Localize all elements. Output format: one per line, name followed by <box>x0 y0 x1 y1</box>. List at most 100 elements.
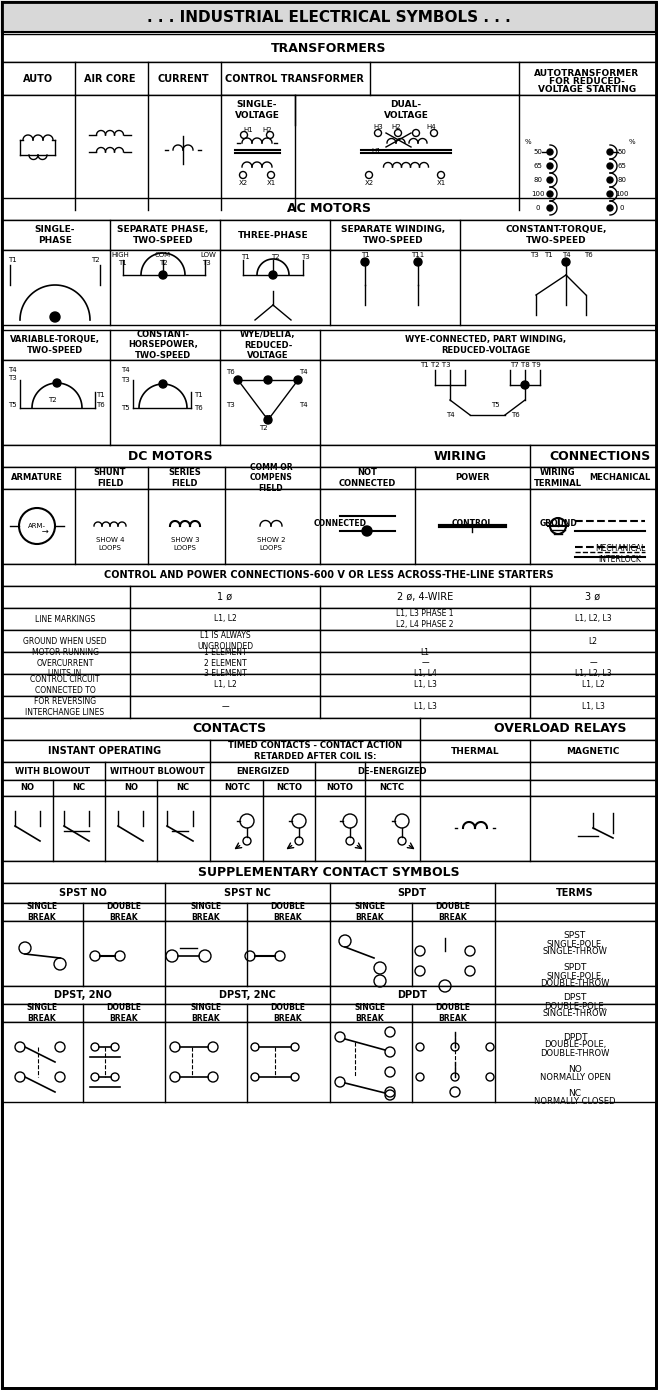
Text: 65: 65 <box>618 163 626 170</box>
Bar <box>221 95 519 125</box>
Text: 1 ø: 1 ø <box>217 592 232 602</box>
Text: T5: T5 <box>491 402 499 409</box>
Text: GROUND WHEN USED: GROUND WHEN USED <box>23 637 107 645</box>
Text: 50: 50 <box>534 149 542 156</box>
Text: —
—
L1, L2, L3: — — L1, L2, L3 <box>574 648 611 678</box>
Text: INSTANT OPERATING: INSTANT OPERATING <box>49 746 162 756</box>
Text: 2 ø, 4-WIRE: 2 ø, 4-WIRE <box>397 592 453 602</box>
Text: . . . INDUSTRIAL ELECTRICAL SYMBOLS . . .: . . . INDUSTRIAL ELECTRICAL SYMBOLS . . … <box>147 10 511 25</box>
Text: CONTROL: CONTROL <box>451 518 493 527</box>
Text: SPST NC: SPST NC <box>224 888 270 898</box>
Text: ARMATURE: ARMATURE <box>11 474 63 482</box>
Text: WITH BLOWOUT: WITH BLOWOUT <box>15 766 91 776</box>
Circle shape <box>607 204 613 211</box>
Text: NO: NO <box>568 1065 582 1073</box>
Text: SINGLE-POLE,: SINGLE-POLE, <box>546 940 604 948</box>
Text: DOUBLE-THROW: DOUBLE-THROW <box>540 1048 610 1058</box>
Bar <box>2 780 656 796</box>
Text: DOUBLE
BREAK: DOUBLE BREAK <box>436 1004 470 1023</box>
Text: VARIABLE-TORQUE,
TWO-SPEED: VARIABLE-TORQUE, TWO-SPEED <box>10 335 100 354</box>
Bar <box>2 467 656 489</box>
Text: DE-ENERGIZED: DE-ENERGIZED <box>357 766 427 776</box>
Bar <box>2 986 656 1004</box>
Text: FOR REVERSING
INTERCHANGE LINES: FOR REVERSING INTERCHANGE LINES <box>26 698 105 717</box>
Text: L1, L3: L1, L3 <box>414 702 436 712</box>
Text: THERMAL: THERMAL <box>451 746 499 756</box>
Bar <box>2 739 656 762</box>
Bar <box>2 33 656 63</box>
Bar <box>2 197 656 220</box>
Text: L1, L3: L1, L3 <box>582 702 605 712</box>
Text: WIRING: WIRING <box>434 449 486 463</box>
Bar <box>2 1004 656 1022</box>
Text: NC: NC <box>72 784 86 792</box>
Text: LOW: LOW <box>200 252 216 259</box>
Text: MOTOR RUNNING
OVERCURRENT
UNITS IN: MOTOR RUNNING OVERCURRENT UNITS IN <box>32 648 99 678</box>
Text: X1: X1 <box>436 179 445 186</box>
Text: T3: T3 <box>226 402 234 409</box>
Text: L1
—
L1, L4: L1 — L1, L4 <box>414 648 436 678</box>
Text: T1: T1 <box>8 257 16 263</box>
Text: MAGNETIC: MAGNETIC <box>567 746 620 756</box>
Text: SPDT: SPDT <box>397 888 426 898</box>
Text: SINGLE
BREAK: SINGLE BREAK <box>355 1004 386 1023</box>
Text: NC: NC <box>176 784 190 792</box>
Circle shape <box>607 149 613 156</box>
Text: HIGH: HIGH <box>111 252 129 259</box>
Text: NO: NO <box>124 784 138 792</box>
Text: FOR REDUCED-: FOR REDUCED- <box>549 78 625 86</box>
Circle shape <box>50 311 60 322</box>
Text: T3: T3 <box>120 377 130 384</box>
Text: T4: T4 <box>299 368 307 375</box>
Bar <box>2 696 656 719</box>
Circle shape <box>607 190 613 197</box>
Circle shape <box>264 416 272 424</box>
Text: L1, L2, L3: L1, L2, L3 <box>574 614 611 624</box>
Text: AC MOTORS: AC MOTORS <box>287 203 371 215</box>
Text: T1: T1 <box>193 392 203 398</box>
Circle shape <box>547 177 553 183</box>
Text: L1, L2: L1, L2 <box>214 681 236 689</box>
Text: SHOW 3
LOOPS: SHOW 3 LOOPS <box>170 538 199 550</box>
Bar <box>2 860 656 883</box>
Text: DOUBLE-THROW: DOUBLE-THROW <box>540 980 610 988</box>
Text: AIR CORE: AIR CORE <box>84 74 136 83</box>
Text: T4: T4 <box>562 252 570 259</box>
Bar <box>2 904 656 922</box>
Text: T4: T4 <box>120 367 130 373</box>
Text: OVERLOAD RELAYS: OVERLOAD RELAYS <box>494 723 626 735</box>
Text: SPDT: SPDT <box>563 963 587 973</box>
Text: T1 T2 T3: T1 T2 T3 <box>420 361 450 368</box>
Text: T6: T6 <box>193 404 203 411</box>
Text: 80: 80 <box>617 177 626 183</box>
Text: T2: T2 <box>159 260 167 265</box>
Circle shape <box>53 379 61 386</box>
Bar <box>2 1 656 32</box>
Bar <box>2 250 656 325</box>
Text: MECHANICAL
INTERLOCK: MECHANICAL INTERLOCK <box>595 545 645 564</box>
Circle shape <box>159 271 167 279</box>
Text: COMM OR
COMPENS
FIELD: COMM OR COMPENS FIELD <box>249 463 292 493</box>
Circle shape <box>547 163 553 170</box>
Text: T3: T3 <box>530 252 538 259</box>
Text: ENERGIZED: ENERGIZED <box>236 766 290 776</box>
Text: 3 ø: 3 ø <box>586 592 601 602</box>
Circle shape <box>414 259 422 265</box>
Text: L1, L2: L1, L2 <box>582 681 605 689</box>
Text: SHOW 2
LOOPS: SHOW 2 LOOPS <box>257 538 286 550</box>
Text: NORMALLY CLOSED: NORMALLY CLOSED <box>534 1097 616 1105</box>
Text: AUTOTRANSFORMER: AUTOTRANSFORMER <box>534 70 640 78</box>
Text: SINGLE
BREAK: SINGLE BREAK <box>26 902 57 922</box>
Text: CONNECTIONS: CONNECTIONS <box>549 449 651 463</box>
Text: CONTROL TRANSFORMER: CONTROL TRANSFORMER <box>224 74 363 83</box>
Text: DPST: DPST <box>563 994 587 1002</box>
Text: CONTACTS: CONTACTS <box>192 723 266 735</box>
Text: DPDT: DPDT <box>563 1033 587 1041</box>
Bar <box>2 329 656 360</box>
Text: 80: 80 <box>534 177 542 183</box>
Text: SINGLE-POLE,: SINGLE-POLE, <box>546 972 604 980</box>
Circle shape <box>361 259 369 265</box>
Text: MECHANICAL: MECHANICAL <box>590 474 651 482</box>
Text: DUAL-
VOLTAGE: DUAL- VOLTAGE <box>384 100 428 120</box>
Circle shape <box>547 204 553 211</box>
